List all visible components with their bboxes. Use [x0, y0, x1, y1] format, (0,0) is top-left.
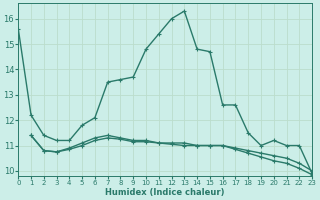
X-axis label: Humidex (Indice chaleur): Humidex (Indice chaleur) [105, 188, 225, 197]
